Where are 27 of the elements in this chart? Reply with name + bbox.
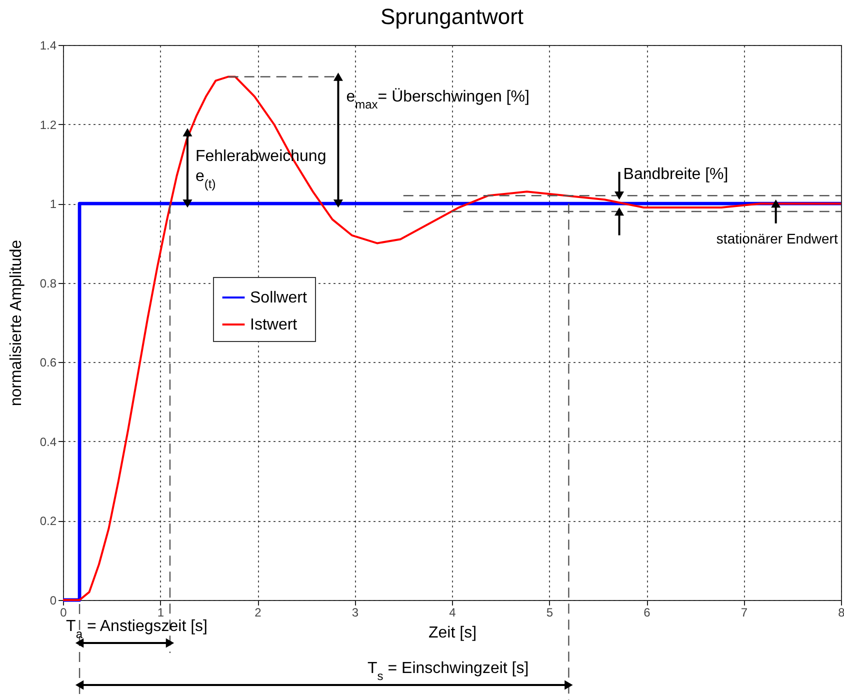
- legend-label: Istwert: [250, 316, 298, 334]
- x-tick-label: 2: [254, 606, 262, 620]
- legend-label: Sollwert: [250, 290, 308, 306]
- y-tick-label: 0: [50, 594, 57, 608]
- x-tick-label: 6: [644, 606, 651, 620]
- x-tick-label: 1: [157, 606, 164, 620]
- x-tick-label: 5: [546, 606, 554, 620]
- x-tick-label: 0: [60, 606, 68, 620]
- y-tick-label: 0.8: [40, 276, 57, 290]
- ref-line-label: T$_{a}$ = Anstiegszeit [s]: [66, 618, 208, 641]
- y-tick-label: 1.4: [40, 38, 57, 52]
- x-axis-title: Zeit [s]: [428, 624, 477, 642]
- x-tick-label: 7: [740, 606, 748, 620]
- x-tick-label: 8: [838, 606, 844, 620]
- y-tick-label: 1.2: [40, 118, 57, 132]
- x-tick-label: 4: [449, 606, 456, 620]
- annotation: Bandbreite [%]: [623, 166, 728, 183]
- ref-line-label: T$_{s}$ = Einschwingzeit [s]: [368, 660, 529, 683]
- y-tick-label: 0.4: [40, 434, 57, 449]
- y-tick-label: 0.2: [40, 514, 57, 528]
- y-tick-label: 0.6: [40, 356, 57, 370]
- annotation: e$_{max}$= Überschwingen [%]: [346, 88, 530, 112]
- y-axis-title: normalisierte Amplitude: [8, 240, 25, 406]
- x-tick-label: 3: [352, 606, 359, 620]
- chart-title: Sprungantwort: [380, 4, 524, 29]
- annotation: stationärer Endwert: [716, 230, 838, 246]
- y-tick-label: 1: [50, 197, 57, 212]
